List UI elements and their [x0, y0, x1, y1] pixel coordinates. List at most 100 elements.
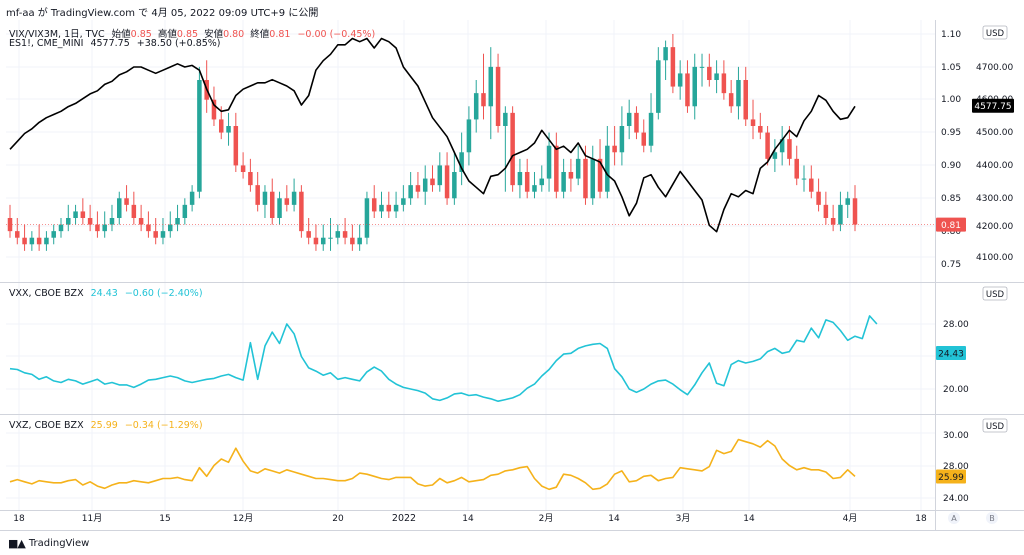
candle-body[interactable] — [22, 237, 27, 245]
candle-body[interactable] — [743, 80, 748, 120]
candle-body[interactable] — [750, 119, 756, 126]
candle-body[interactable] — [517, 172, 523, 186]
candle-body[interactable] — [656, 60, 661, 113]
candle-body[interactable] — [597, 158, 603, 192]
time-tick-label[interactable]: 11月 — [82, 513, 102, 524]
candle-body[interactable] — [15, 231, 20, 238]
candle-body[interactable] — [838, 204, 843, 225]
candle-body[interactable] — [481, 93, 486, 107]
candle-body[interactable] — [255, 185, 260, 205]
candle-body[interactable] — [320, 237, 326, 245]
main-legend[interactable]: VIX/VIX3M, 1日, TVC 始値0.85 高値0.85 安値0.80 … — [9, 26, 375, 40]
candle-body[interactable] — [182, 204, 188, 218]
candle-body[interactable] — [568, 172, 574, 179]
es-line[interactable] — [9, 37, 856, 233]
candle-body[interactable] — [138, 218, 144, 225]
candle-body[interactable] — [386, 204, 392, 212]
overlay-legend[interactable]: ES1!, CME_MINI 4577.75 +38.50 (+0.85%) — [9, 38, 221, 49]
candle-body[interactable] — [80, 211, 86, 218]
candle-body[interactable] — [779, 139, 785, 153]
ratio-symbol[interactable]: VIX/VIX3M, 1日, TVC — [9, 29, 105, 40]
footer-brand[interactable]: ■▲ TradingView — [8, 537, 89, 550]
candle-body[interactable] — [73, 211, 78, 218]
candle-body[interactable] — [299, 191, 304, 232]
candle-body[interactable] — [765, 132, 770, 159]
axis-button-bg[interactable] — [948, 512, 960, 524]
candle-body[interactable] — [546, 145, 552, 179]
candle-body[interactable] — [415, 185, 421, 192]
candle-body[interactable] — [561, 172, 566, 192]
time-axis[interactable]: 18 11月 15 12月 20 2022 14 2月 14 3月 14 4月 18 A B — [13, 512, 998, 524]
candle-body[interactable] — [197, 80, 202, 192]
time-tick-label[interactable]: 20 — [332, 514, 344, 524]
candle-body[interactable] — [634, 112, 639, 133]
candle-body[interactable] — [87, 218, 93, 225]
candle-body[interactable] — [794, 158, 799, 179]
time-tick-label[interactable]: 2月 — [539, 513, 554, 524]
candle-body[interactable] — [473, 93, 479, 120]
candle-body[interactable] — [109, 218, 115, 225]
candle-body[interactable] — [102, 224, 107, 232]
candle-body[interactable] — [554, 145, 559, 192]
candle-body[interactable] — [262, 191, 268, 205]
candle-body[interactable] — [845, 198, 850, 205]
candle-body[interactable] — [306, 231, 311, 238]
candle-body[interactable] — [612, 145, 617, 153]
candle-body[interactable] — [787, 139, 792, 159]
candle-body[interactable] — [328, 237, 333, 239]
log-scale-button[interactable]: B — [989, 514, 995, 523]
candle-body[interactable] — [459, 152, 464, 172]
candle-body[interactable] — [707, 66, 712, 80]
candle-body[interactable] — [503, 112, 508, 126]
candle-body[interactable] — [575, 158, 581, 179]
candle-body[interactable] — [379, 204, 384, 212]
candle-body[interactable] — [495, 66, 501, 126]
candle-body[interactable] — [51, 231, 56, 238]
candle-body[interactable] — [357, 237, 362, 245]
candle-body[interactable] — [248, 172, 253, 186]
candle-body[interactable] — [452, 172, 457, 199]
candle-body[interactable] — [524, 172, 530, 192]
candle-body[interactable] — [277, 198, 282, 218]
candle-body[interactable] — [313, 237, 319, 245]
vxx-legend[interactable]: VXX, CBOE BZX 24.43 −0.60 (−2.40%) — [9, 288, 203, 299]
candle-body[interactable] — [371, 198, 377, 212]
candle-body[interactable] — [291, 191, 297, 205]
candle-body[interactable] — [226, 126, 231, 133]
ratio-candles[interactable] — [6, 34, 935, 251]
vxz-line[interactable] — [9, 438, 856, 491]
candle-body[interactable] — [532, 185, 537, 192]
candle-body[interactable] — [685, 73, 690, 107]
candle-body[interactable] — [728, 93, 734, 107]
candle-body[interactable] — [29, 237, 35, 245]
es-symbol[interactable]: ES1!, CME_MINI — [9, 38, 84, 49]
candle-body[interactable] — [758, 126, 763, 133]
candle-body[interactable] — [408, 185, 413, 199]
candle-body[interactable] — [736, 80, 741, 107]
time-tick-label[interactable]: 2022 — [392, 513, 416, 524]
candle-body[interactable] — [284, 198, 290, 205]
vxz-unit-label[interactable]: USD — [986, 422, 1005, 432]
candle-body[interactable] — [36, 237, 42, 245]
candle-body[interactable] — [605, 145, 610, 192]
vxx-symbol[interactable]: VXX, CBOE BZX — [9, 288, 84, 299]
candle-body[interactable] — [393, 204, 399, 212]
candle-body[interactable] — [364, 198, 370, 238]
candle-body[interactable] — [160, 231, 166, 238]
candle-body[interactable] — [153, 231, 158, 238]
candle-body[interactable] — [66, 218, 71, 225]
candle-body[interactable] — [444, 165, 450, 199]
candle-body[interactable] — [619, 126, 625, 153]
main-unit-label-box[interactable] — [982, 25, 1008, 40]
candle-body[interactable] — [269, 191, 275, 218]
time-tick-label[interactable]: 14 — [462, 514, 474, 524]
es-series-line[interactable] — [9, 37, 856, 233]
candle-body[interactable] — [488, 66, 494, 107]
candle-body[interactable] — [131, 204, 137, 218]
price-axes[interactable]: 1.10 1.05 1.00 0.95 0.90 0.85 0.80 0.75 4700.00 4… — [936, 25, 1014, 504]
candle-body[interactable] — [146, 224, 151, 232]
candle-body[interactable] — [240, 165, 246, 172]
candle-body[interactable] — [583, 158, 588, 199]
vxz-series-line[interactable] — [9, 438, 856, 491]
candle-body[interactable] — [466, 119, 472, 153]
